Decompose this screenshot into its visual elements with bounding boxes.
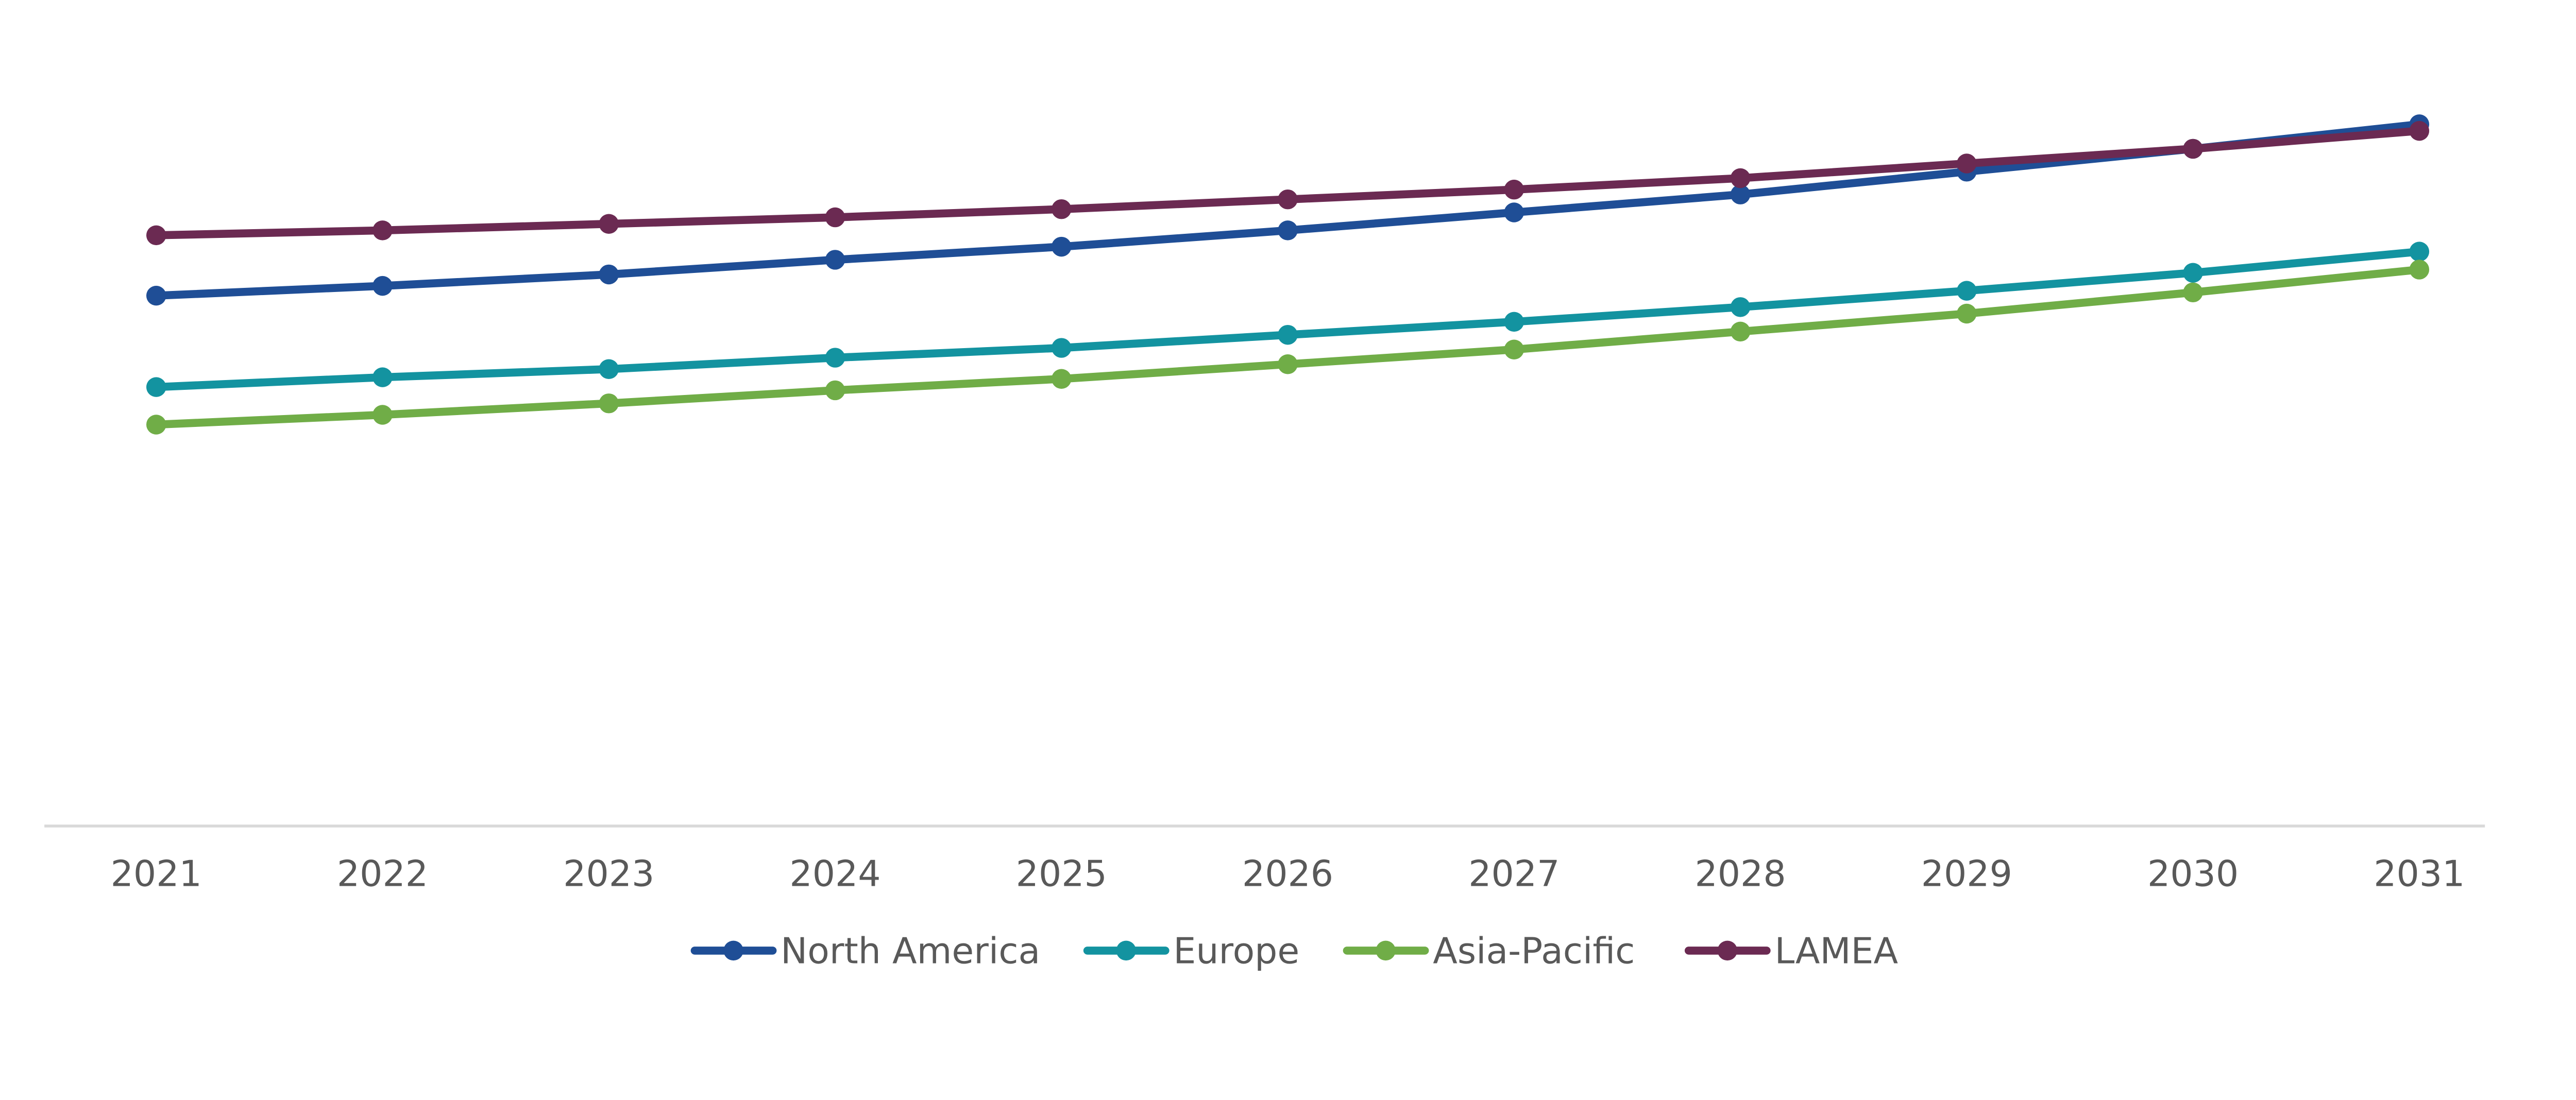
data-point: [2183, 282, 2203, 303]
legend-item[interactable]: LAMEA: [1684, 931, 1899, 972]
legend-item[interactable]: North America: [690, 931, 1040, 972]
legend-dot-icon: [723, 940, 743, 961]
series-north-america: [146, 114, 2430, 306]
data-point: [599, 393, 619, 414]
x-tick-label: 2027: [1468, 853, 1560, 895]
data-point: [1504, 179, 1524, 200]
x-tick-label: 2031: [2374, 853, 2465, 895]
data-point: [2183, 263, 2203, 283]
data-point: [599, 214, 619, 234]
series-line: [152, 265, 2424, 429]
data-point: [146, 285, 166, 306]
data-point: [146, 225, 166, 246]
x-tick-label: 2023: [563, 853, 654, 895]
data-point: [825, 207, 845, 228]
data-point: [146, 377, 166, 397]
series-lamea: [146, 121, 2430, 246]
data-point: [1730, 297, 1751, 317]
data-point: [825, 380, 845, 401]
legend-dot-icon: [1717, 940, 1738, 961]
data-point: [825, 250, 845, 270]
data-point: [1278, 354, 1298, 374]
data-point: [372, 367, 393, 387]
legend-dot-icon: [1116, 940, 1137, 961]
x-tick-label: 2026: [1242, 853, 1333, 895]
series-line: [152, 120, 2424, 300]
legend-label: Asia-Pacific: [1433, 931, 1635, 972]
data-point: [1504, 339, 1524, 359]
data-point: [1730, 321, 1751, 342]
data-point: [1052, 338, 1072, 358]
data-point: [1278, 220, 1298, 240]
data-point: [1278, 189, 1298, 210]
line-chart: 2021 2022 2023 2024 2025 2026 2027 2028 2029 2030…: [44, 114, 2485, 972]
series-layer: [146, 114, 2430, 435]
data-point: [1052, 236, 1072, 257]
data-point: [2409, 242, 2430, 262]
data-point: [1278, 324, 1298, 345]
data-point: [825, 348, 845, 368]
data-point: [2409, 121, 2430, 141]
legend-label: LAMEA: [1774, 931, 1898, 972]
x-tick-label: 2025: [1016, 853, 1107, 895]
data-point: [372, 276, 393, 296]
x-tick-label: 2021: [111, 853, 202, 895]
legend-item[interactable]: Europe: [1083, 931, 1300, 972]
data-point: [1504, 312, 1524, 332]
series-asia-pacific: [146, 260, 2430, 435]
legend-item[interactable]: Asia-Pacific: [1343, 931, 1635, 972]
data-point: [2409, 260, 2430, 280]
data-point: [599, 264, 619, 285]
series-line: [152, 127, 2424, 239]
data-point: [1957, 303, 1977, 324]
legend-label: North America: [781, 931, 1040, 972]
series-europe: [146, 242, 2430, 397]
data-point: [1730, 168, 1751, 188]
x-tick-label: 2029: [1921, 853, 2012, 895]
legend-label: Europe: [1173, 931, 1299, 972]
data-point: [1052, 369, 1072, 389]
data-point: [1730, 184, 1751, 204]
data-point: [372, 405, 393, 425]
data-point: [146, 415, 166, 435]
data-point: [1052, 199, 1072, 219]
data-point: [1957, 153, 1977, 174]
x-tick-label: 2028: [1694, 853, 1786, 895]
legend: North America Europe Asia-Pacific LAMEA: [690, 931, 1899, 972]
data-point: [372, 220, 393, 240]
x-tick-label: 2022: [337, 853, 428, 895]
legend-dot-icon: [1376, 940, 1396, 961]
x-tick-label: 2030: [2147, 853, 2239, 895]
data-point: [1957, 281, 1977, 301]
x-tick-label: 2024: [789, 853, 880, 895]
data-point: [1504, 202, 1524, 222]
x-tick-labels: 2021 2022 2023 2024 2025 2026 2027 2028 2029 2030…: [111, 853, 2465, 895]
data-point: [599, 359, 619, 379]
data-point: [2183, 139, 2203, 159]
